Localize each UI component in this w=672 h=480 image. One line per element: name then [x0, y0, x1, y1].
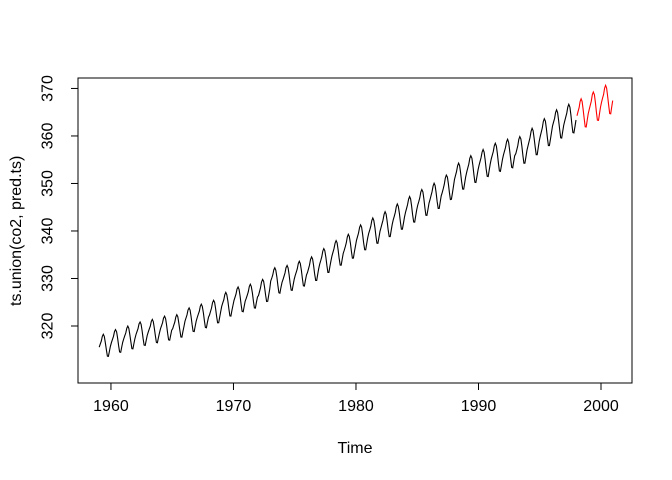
x-tick-label: 2000	[583, 398, 619, 415]
y-tick-label: 350	[40, 170, 57, 197]
x-tick-label: 1990	[461, 398, 497, 415]
y-tick-label: 330	[40, 265, 57, 292]
x-tick-label: 1970	[216, 398, 252, 415]
series-line-co2-observed	[98, 102, 577, 358]
y-tick-label: 320	[40, 313, 57, 340]
series-line-pred-ts-forecast	[576, 83, 614, 128]
plot-box	[77, 77, 633, 384]
y-tick-label: 370	[40, 75, 57, 102]
y-tick-label: 340	[40, 218, 57, 245]
x-tick-label: 1960	[93, 398, 129, 415]
y-axis-title: ts.union(co2, pred.ts)	[8, 155, 25, 306]
x-axis-title: Time	[337, 440, 373, 457]
y-tick-label: 360	[40, 123, 57, 150]
x-tick-label: 1980	[338, 398, 374, 415]
